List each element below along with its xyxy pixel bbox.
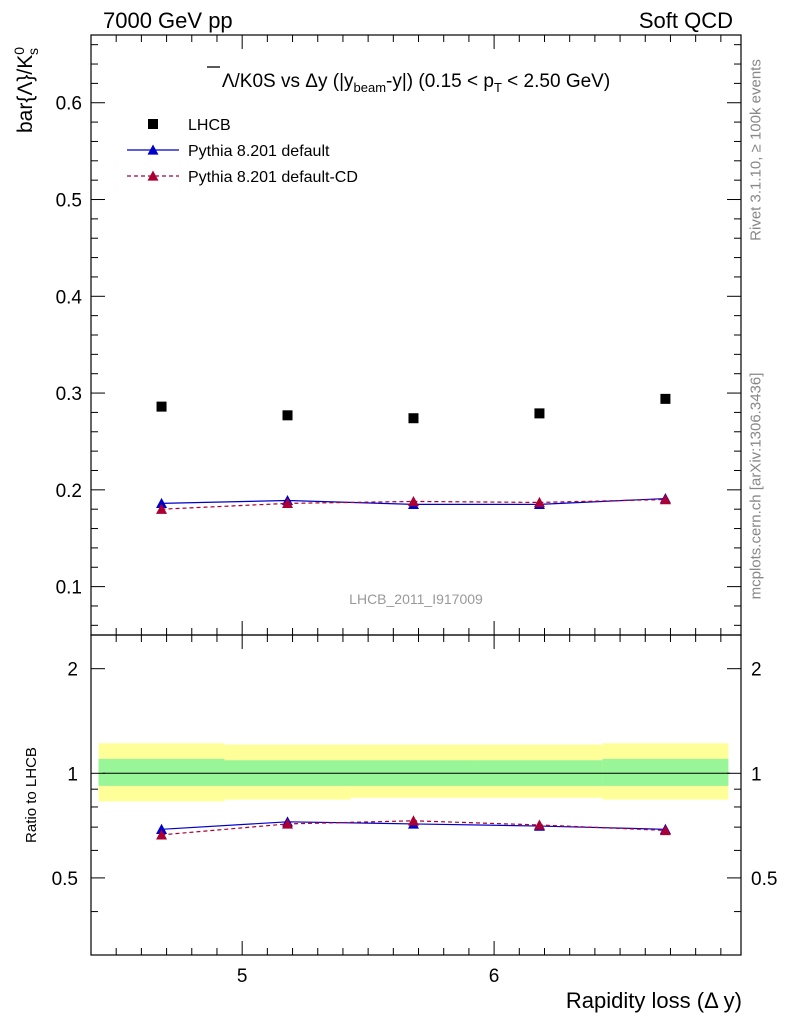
chart-title: Λ/K0S vs Δy (|ybeam-y|) (0.15 < pT < 2.5… — [222, 71, 610, 95]
y-tick-label: 0.4 — [56, 287, 83, 308]
data-point-mc — [533, 496, 545, 508]
ratio-y-tick-label: 2 — [67, 660, 78, 681]
ratio-data-point — [156, 829, 168, 840]
ratio-data-point — [407, 815, 419, 826]
data-point-lhcb — [408, 413, 419, 424]
ratio-panel: 0.5 0.5 1 1 2 2 5 6 Ratio to LHCB Rapidity los… — [23, 634, 777, 1013]
data-point-lhcb — [282, 410, 293, 421]
analysis-watermark: LHCB_2011_I917009 — [349, 591, 483, 607]
data-point-mc — [659, 494, 671, 505]
ratio-data-point — [156, 823, 168, 834]
x-tick-label: 6 — [489, 966, 500, 987]
ratio-data-point — [282, 818, 294, 829]
legend-label: Pythia 8.201 default — [188, 143, 330, 160]
ratio-y-tick-label: 0.5 — [52, 869, 78, 890]
y-axis-label: bar{Λ}/K0s — [11, 47, 41, 133]
main-panel: Λ/K0S vs Δy (|ybeam-y|) (0.15 < pT < 2.5… — [11, 34, 742, 636]
ratio-y-tick-label-right: 1 — [751, 764, 762, 785]
y-tick-label: 0.1 — [56, 578, 82, 599]
y-tick-label: 0.3 — [56, 384, 82, 405]
legend: LHCB Pythia 8.201 default Pythia 8.201 def… — [127, 117, 358, 186]
data-point-mc — [156, 503, 168, 514]
data-point-mc — [282, 497, 294, 509]
legend-label: LHCB — [188, 117, 231, 134]
data-point-mc — [156, 497, 168, 509]
legend-label: Pythia 8.201 default-CD — [188, 169, 358, 186]
data-point-lhcb — [660, 393, 671, 404]
data-point-lhcb — [156, 401, 167, 412]
legend-marker-lhcb — [148, 119, 158, 129]
x-tick-label: 5 — [237, 966, 248, 987]
ratio-y-tick-label-right: 2 — [751, 660, 762, 681]
data-point-mc — [407, 495, 419, 507]
ratio-data-point — [533, 819, 545, 830]
header-category-label: Soft QCD — [638, 8, 733, 33]
ratio-band-stat — [98, 758, 225, 786]
ratio-y-tick-label: 1 — [67, 764, 78, 785]
ratio-panel-frame — [90, 634, 742, 956]
ratio-data-point — [659, 824, 671, 836]
x-axis-label: Rapidity loss (Δ y) — [566, 988, 742, 1013]
legend-marker — [147, 170, 159, 181]
y-tick-label: 0.5 — [56, 191, 82, 212]
data-point-lhcb — [534, 408, 545, 419]
ratio-band-stat — [602, 758, 729, 786]
ratio-y-tick-label-right: 0.5 — [751, 869, 777, 890]
y-tick-label: 0.2 — [56, 481, 82, 502]
legend-marker — [147, 144, 159, 155]
ratio-axis-label: Ratio to LHCB — [23, 747, 40, 843]
header-energy-label: 7000 GeV pp — [103, 8, 233, 33]
y-tick-label: 0.6 — [56, 94, 82, 115]
